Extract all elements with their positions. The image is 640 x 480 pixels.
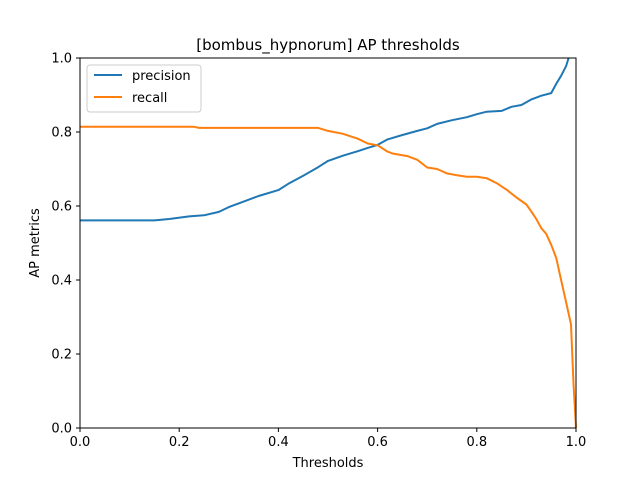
y-tick-label: 0.6 [51,200,72,215]
chart-title: [bombus_hypnorum] AP thresholds [196,36,460,55]
x-axis-label: Thresholds [292,456,364,471]
y-tick-label: 0.4 [51,274,72,289]
y-tick-label: 1.0 [51,52,72,67]
y-tick-label: 0.8 [51,126,72,141]
x-tick-label: 0.0 [70,435,91,450]
series-layer [80,57,577,429]
y-axis-label: AP metrics [28,208,43,278]
x-tick-label: 0.2 [169,435,190,450]
legend-label-recall: recall [132,91,167,106]
x-tick-label: 0.4 [268,435,289,450]
x-tick-label: 0.8 [466,435,487,450]
legend-box [86,64,202,113]
x-axis-ticks: 0.0 0.2 0.4 0.6 0.8 1.0 [70,428,587,450]
x-tick-label: 1.0 [566,435,587,450]
plot-frame [79,57,577,429]
y-tick-label: 0.0 [51,422,72,437]
legend: precision recall [86,64,202,113]
legend-label-precision: precision [132,69,191,84]
y-tick-label: 0.2 [51,348,72,363]
y-axis-ticks: 0.0 0.2 0.4 0.6 0.8 1.0 [51,52,80,437]
x-tick-label: 0.6 [367,435,388,450]
series-line-recall [80,125,577,429]
